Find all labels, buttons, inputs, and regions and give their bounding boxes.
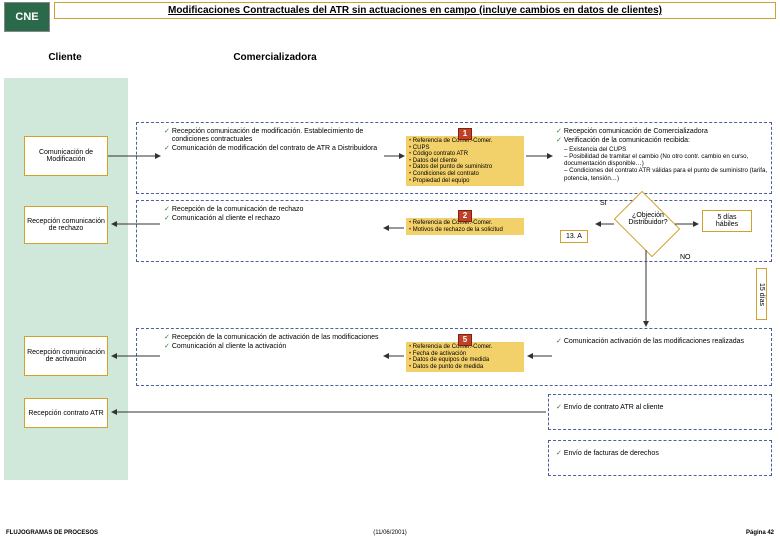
dist-r1b: Verificación de la comunicación recibida… xyxy=(556,137,768,145)
cliente-box-3: Recepción comunicación de activación xyxy=(24,336,108,376)
dist-sub2: Posibilidad de tramitar el cambio (No ot… xyxy=(564,153,768,167)
msg2-num: 2 xyxy=(458,210,472,222)
si-label: SI xyxy=(600,200,607,207)
msg1-num: 1 xyxy=(458,128,472,140)
comer-row1: Recepción comunicación de modificación. … xyxy=(164,128,380,154)
days5-box: 5 días hábiles xyxy=(702,210,752,232)
comer-row2: Recepción de la comunicación de rechazo … xyxy=(164,206,380,224)
ref-box: 13. A xyxy=(560,230,588,243)
comer-r3b: Comunicación al cliente la activación xyxy=(164,343,380,351)
msg-1: 1 Referencia de Comer.-Comer.CUPSCódigo … xyxy=(406,136,524,186)
cliente-box-2: Recepción comunicación de rechazo xyxy=(24,206,108,244)
cliente-box-1: Comunicación de Modificación xyxy=(24,136,108,176)
msg1-list: Referencia de Comer.-Comer.CUPSCódigo co… xyxy=(409,138,521,184)
footer-page: Página 42 xyxy=(746,530,774,536)
dist-contrato-item: Envío de contrato ATR al cliente xyxy=(556,404,756,412)
dist-row3: Comunicación activación de las modificac… xyxy=(556,338,756,347)
dist-sub3: Condiciones del contrato ATR válidas par… xyxy=(564,167,768,181)
msg5-num: 5 xyxy=(458,334,472,346)
footer-date: (11/06/2001) xyxy=(373,530,407,536)
no-label: NO xyxy=(680,254,691,261)
dist-r3: Comunicación activación de las modificac… xyxy=(556,338,756,346)
cliente-box-4: Recepción contrato ATR xyxy=(24,398,108,428)
comer-r2a: Recepción de la comunicación de rechazo xyxy=(164,206,380,214)
comer-row3: Recepción de la comunicación de activaci… xyxy=(164,334,380,352)
days15-box: 15 días xyxy=(756,268,767,320)
dist-contrato: Envío de contrato ATR al cliente xyxy=(556,404,756,413)
dist-r1a: Recepción comunicación de Comercializado… xyxy=(556,128,768,136)
footer-left: FLUJOGRAMAS DE PROCESOS xyxy=(6,530,98,536)
dist-row1: Recepción comunicación de Comercializado… xyxy=(556,128,768,182)
comer-r1a: Recepción comunicación de modificación. … xyxy=(164,128,380,144)
dist-fact-item: Envío de facturas de derechos xyxy=(556,450,756,458)
dist-sub1: Existencia del CUPS xyxy=(564,146,768,153)
decision-label: ¿Objeción Distribuidor? xyxy=(618,212,678,226)
logo: CNE xyxy=(4,2,50,32)
msg-5: 5 Referencia de Comer.-Comer.Fecha de ac… xyxy=(406,342,524,372)
dist-fact: Envío de facturas de derechos xyxy=(556,450,756,459)
column-headers: Cliente Comercializadora xyxy=(0,52,780,63)
col-comercializadora: Comercializadora xyxy=(130,52,420,63)
col-cliente: Cliente xyxy=(0,52,130,63)
msg5-list: Referencia de Comer.-Comer.Fecha de acti… xyxy=(409,344,521,370)
msg-2: 2 Referencia de Comer.-Comer.Motivos de … xyxy=(406,218,524,235)
page-title: Modificaciones Contractuales del ATR sin… xyxy=(54,2,776,19)
comer-r3a: Recepción de la comunicación de activaci… xyxy=(164,334,380,342)
comer-r2b: Comunicación al cliente el rechazo xyxy=(164,215,380,223)
comer-r1b: Comunicación de modificación del contrat… xyxy=(164,145,380,153)
